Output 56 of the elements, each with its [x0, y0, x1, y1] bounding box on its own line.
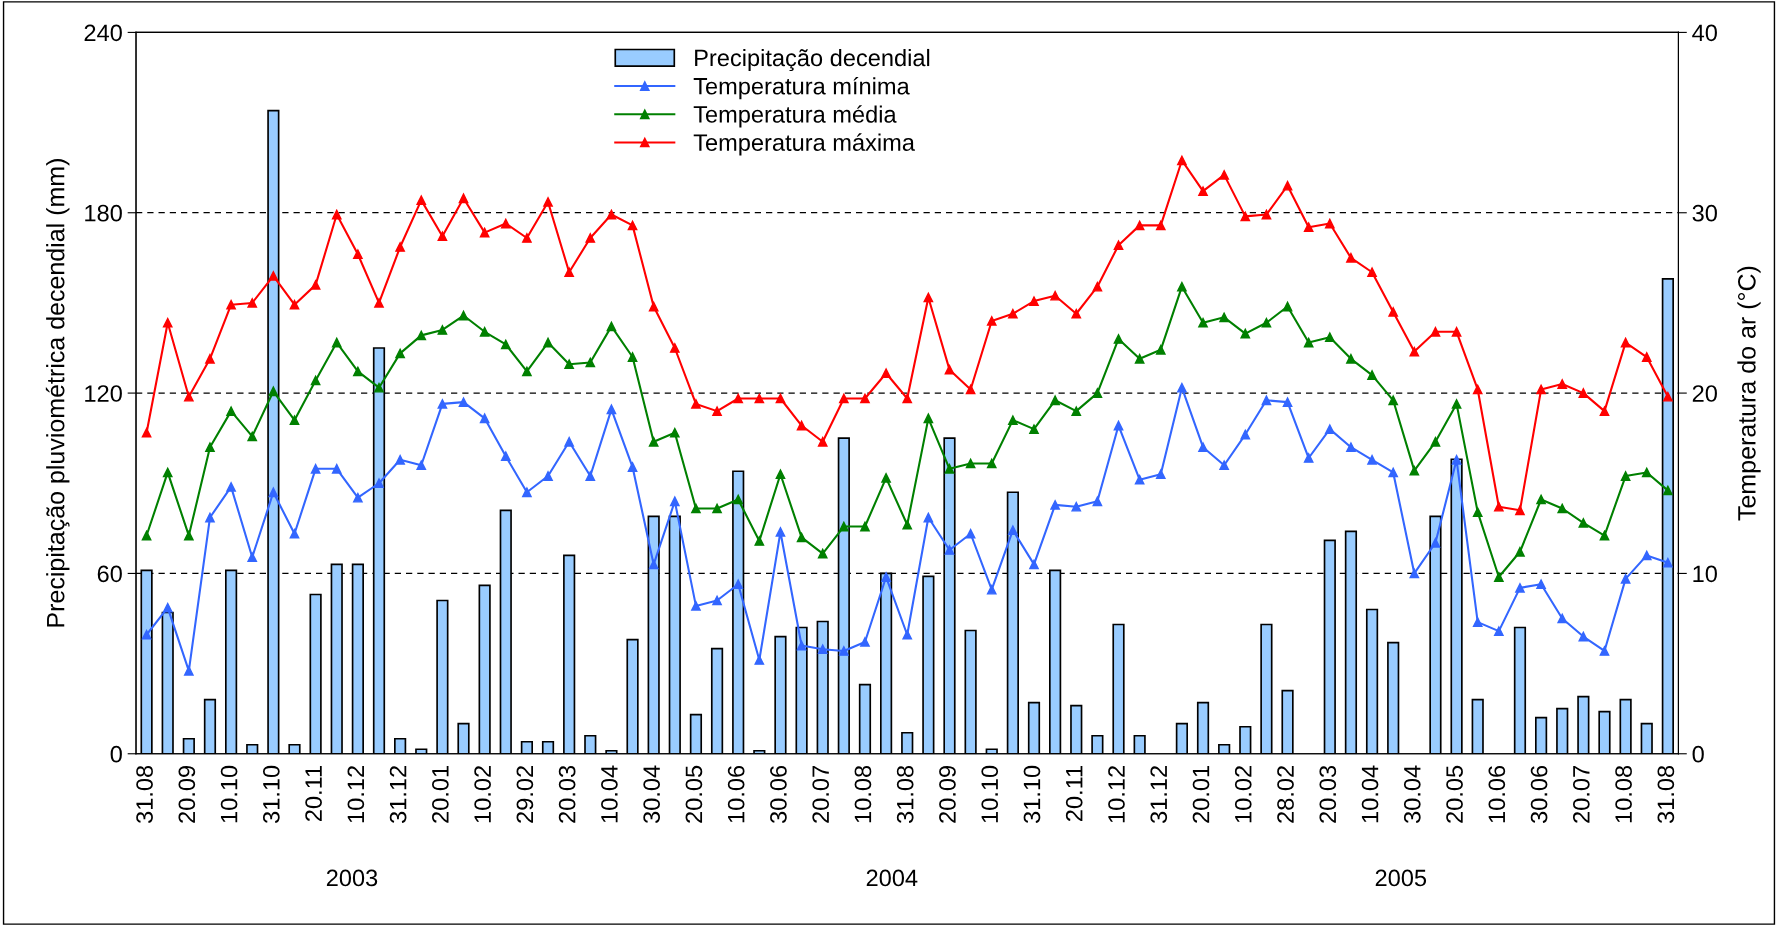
x-tick-label: 20.09	[178, 765, 196, 823]
x-tick-label: 28.02	[1277, 766, 1294, 823]
x-tick-label: 20.03	[558, 765, 576, 823]
x-tick-label: 20.03	[1319, 765, 1337, 823]
y-tick-label: 240	[84, 24, 122, 42]
x-tick-label: 10.08	[854, 765, 872, 823]
x-tick-label: 20.11	[305, 766, 322, 822]
x-tick-label: 31.08	[136, 765, 153, 824]
x-tick-label: 20.07	[1572, 766, 1590, 823]
x-tick-label: 31.10	[1023, 765, 1041, 824]
y-tick-label: 120	[85, 385, 122, 402]
x-tick-label: 10.02	[474, 766, 491, 823]
text: 2005	[1375, 869, 1427, 887]
y2-tick-label: 40	[1692, 24, 1717, 42]
y2-axis-title: Temperatura do ar (°C)	[1737, 266, 1761, 521]
y-axis-title: Precipitação pluviométrica decendial (mm)	[45, 159, 70, 627]
legend-label: Precipitação decendial	[695, 48, 930, 72]
y-tick-label: 0	[110, 745, 122, 763]
x-tick-label: 10.06	[727, 765, 745, 823]
x-tick-label: 30.06	[1530, 765, 1548, 824]
x-tick-label: 29.02	[516, 766, 534, 823]
x-tick-label: 20.07	[812, 766, 830, 823]
x-tick-label: 31.12	[389, 766, 407, 824]
x-tick-label: 30.04	[1403, 765, 1421, 824]
x-tick-label: 20.11	[1065, 766, 1083, 822]
x-tick-label: 20.01	[432, 766, 449, 823]
x-tick-label: 30.06	[770, 765, 787, 824]
x-tick-label: 10.04	[1361, 765, 1379, 823]
x-tick-label: 10.02	[1234, 766, 1252, 823]
x-tick-label: 30.04	[643, 765, 661, 824]
y2-tick-label: 10	[1693, 565, 1717, 583]
x-tick-label: 20.05	[685, 765, 703, 823]
y-tick-label: 60	[97, 565, 122, 583]
legend-label: Temperatura média	[693, 105, 897, 128]
x-tick-label: 10.12	[1108, 766, 1125, 823]
x-tick-label: 10.10	[981, 765, 999, 823]
y2-tick-label: 0	[1692, 745, 1704, 763]
x-tick-label: 31.10	[262, 765, 280, 824]
x-tick-label: 20.09	[939, 765, 956, 823]
text: 2004	[866, 869, 918, 887]
x-tick-label: 31.08	[1657, 765, 1675, 824]
x-tick-label: 31.08	[896, 765, 914, 824]
x-tick-label: 20.05	[1446, 765, 1463, 823]
x-tick-label: 10.06	[1488, 765, 1506, 823]
x-tick-label: 31.12	[1150, 766, 1168, 824]
x-tick-label: 10.08	[1615, 765, 1632, 823]
legend-label: Temperatura mínima	[693, 76, 910, 100]
x-tick-label: 10.04	[601, 765, 618, 823]
y-tick-label: 180	[85, 204, 122, 222]
legend-label: Temperatura máxima	[693, 133, 915, 156]
text: 2003	[326, 869, 378, 887]
x-tick-label: 20.01	[1192, 766, 1210, 823]
x-tick-label: 10.12	[347, 766, 365, 823]
x-tick-label: 10.10	[220, 765, 238, 823]
y2-tick-label: 30	[1692, 204, 1717, 222]
y2-tick-label: 20	[1692, 385, 1717, 402]
